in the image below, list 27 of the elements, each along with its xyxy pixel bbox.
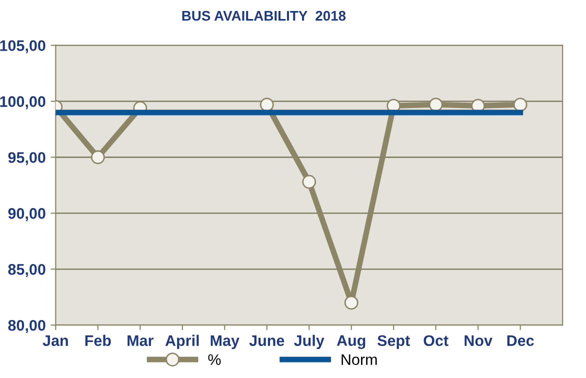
legend-label: Norm	[342, 354, 377, 366]
y-tick-label: 100,00	[0, 96, 46, 110]
y-tick-label: 85,00	[8, 264, 46, 278]
point	[90, 150, 105, 164]
x-tick-label: Mar	[128, 335, 154, 346]
x-tick-label: Oct	[424, 335, 448, 346]
x-tick-label: June	[249, 335, 284, 346]
point	[513, 98, 528, 112]
y-tick-label: 105,00	[0, 40, 46, 54]
x-tick-label: Feb	[85, 334, 111, 346]
y-tick-label: 90,00	[8, 208, 46, 222]
chart-title: BUS AVAILABILITY 2018	[182, 10, 346, 21]
x-tick-label: July	[294, 334, 324, 350]
point	[302, 174, 316, 189]
x-tick-label: Nov	[464, 335, 492, 346]
x-tick-label: Aug	[336, 335, 366, 350]
y-tick-label: 80,00	[8, 320, 46, 333]
x-tick-label: Sept	[377, 335, 410, 350]
point	[428, 98, 443, 112]
x-tick-label: May	[210, 335, 240, 350]
x-tick-label: April	[165, 334, 199, 350]
x-tick-label: Dec	[507, 335, 534, 346]
y-tick-label: 95,00	[8, 152, 46, 166]
point	[344, 296, 358, 310]
x-tick-label: Jan	[42, 335, 68, 346]
legend-label: %	[208, 354, 221, 365]
point	[260, 98, 274, 112]
